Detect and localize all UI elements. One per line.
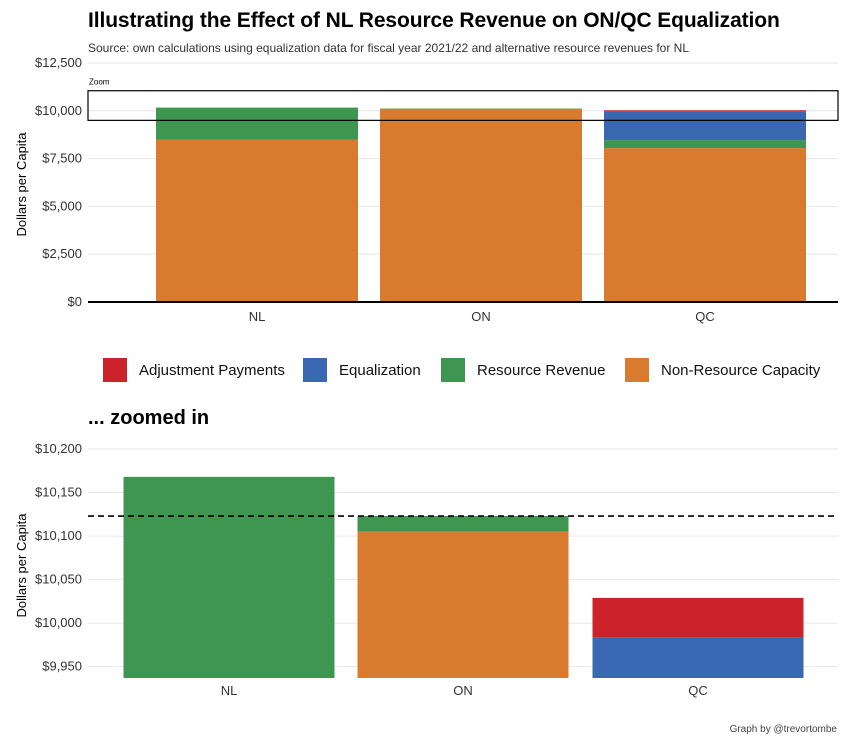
y-tick-label-bottom: $10,000 [35, 615, 82, 630]
y-tick-label-top: $10,000 [35, 103, 82, 118]
y-tick-label-top: $0 [68, 294, 82, 309]
zoom-bar-on-resource-revenue [357, 516, 569, 532]
x-tick-label-bottom: QC [688, 683, 708, 698]
legend-item-adjustment-payments: Adjustment Payments [103, 358, 285, 382]
y-tick-label-bottom: $10,100 [35, 528, 82, 543]
legend-item-non-resource-capacity: Non-Resource Capacity [625, 358, 820, 382]
x-tick-label-top: NL [249, 309, 266, 324]
legend-item-resource-revenue: Resource Revenue [441, 358, 605, 382]
legend-item-equalization: Equalization [303, 358, 421, 382]
legend-label-resource-revenue: Resource Revenue [477, 361, 606, 379]
bar-qc-equalization [604, 111, 806, 141]
y-tick-label-bottom: $10,150 [35, 485, 82, 500]
y-tick-label-top: $7,500 [42, 151, 82, 166]
y-tick-label-bottom: $10,200 [35, 441, 82, 456]
bar-nl-resource-revenue [156, 107, 358, 140]
legend-swatch-resource-revenue [441, 358, 465, 382]
bar-qc-resource-revenue [604, 140, 806, 149]
y-tick-label-bottom: $9,950 [42, 659, 82, 674]
legend-swatch-adjustment-payments [103, 358, 127, 382]
chart-subtitle: Source: own calculations using equalizat… [88, 41, 690, 55]
x-tick-label-top: ON [471, 309, 491, 324]
y-tick-label-top: $5,000 [42, 198, 82, 213]
bar-qc-adjustment-payments [604, 110, 806, 112]
legend: Adjustment Payments Equalization Resourc… [0, 352, 855, 388]
x-tick-label-top: QC [695, 309, 715, 324]
zoom-box-label: Zoom [89, 78, 110, 87]
x-tick-label-bottom: NL [221, 683, 238, 698]
legend-label-adjustment-payments: Adjustment Payments [139, 361, 285, 379]
graph-credit: Graph by @trevortombe [729, 724, 837, 735]
y-tick-label-top: $12,500 [35, 55, 82, 70]
legend-label-equalization: Equalization [339, 361, 421, 379]
zoom-bar-on-non-resource-capacity [357, 531, 569, 678]
y-axis-title-bottom: Dollars per Capita [14, 513, 29, 618]
y-tick-label-bottom: $10,050 [35, 572, 82, 587]
zoom-bar-qc-adjustment-payments [592, 597, 804, 638]
zoom-bar-nl-resource-revenue [123, 476, 335, 678]
legend-swatch-non-resource-capacity [625, 358, 649, 382]
bar-on-non-resource-capacity [380, 108, 582, 303]
y-axis-title-top: Dollars per Capita [14, 132, 29, 237]
zoom-bar-qc-equalization [592, 637, 804, 678]
chart-title: Illustrating the Effect of NL Resource R… [88, 9, 780, 32]
legend-swatch-equalization [303, 358, 327, 382]
zoomed-chart-title: ... zoomed in [88, 407, 210, 429]
zoom-box [87, 90, 839, 121]
y-tick-label-top: $2,500 [42, 246, 82, 261]
x-tick-label-bottom: ON [453, 683, 473, 698]
bar-qc-non-resource-capacity [604, 148, 806, 302]
legend-label-non-resource-capacity: Non-Resource Capacity [661, 361, 821, 379]
bar-nl-non-resource-capacity [156, 139, 358, 302]
